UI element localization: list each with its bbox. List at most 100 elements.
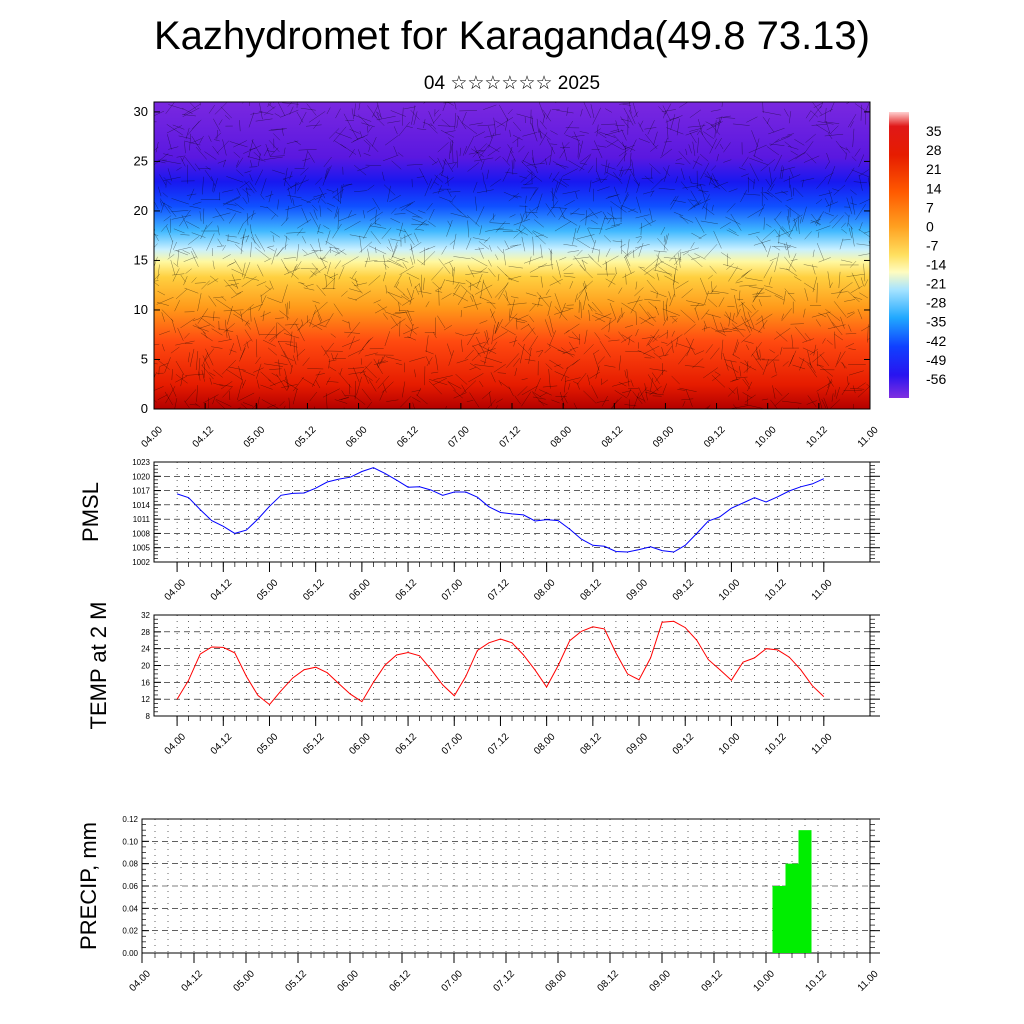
wind-barb	[335, 132, 352, 139]
wind-barb	[381, 227, 392, 240]
wind-barb	[474, 196, 477, 211]
wind-barb	[635, 281, 638, 290]
wind-barb	[158, 330, 170, 336]
wind-barb	[256, 281, 267, 286]
y-tick-label: 0.02	[122, 927, 138, 936]
wind-barb	[154, 281, 160, 287]
wind-barb	[339, 368, 343, 375]
wind-barb	[644, 263, 660, 275]
wind-barb	[280, 354, 294, 361]
wind-barb	[340, 144, 357, 155]
wind-barb	[165, 386, 176, 404]
wind-barb	[831, 291, 848, 294]
wind-barb	[662, 308, 680, 316]
wind-barb	[532, 396, 546, 400]
wind-barb	[184, 332, 190, 339]
wind-barb	[461, 111, 467, 123]
wind-barb	[756, 287, 765, 297]
y-axis-label: PRECIP, mm	[76, 822, 101, 950]
wind-barb	[576, 383, 580, 390]
precip-bar	[772, 886, 786, 953]
wind-barb	[239, 180, 250, 189]
wind-barb	[260, 194, 265, 200]
wind-barb	[503, 249, 506, 266]
wind-barb	[710, 347, 720, 360]
wind-barb	[438, 258, 451, 274]
wind-barb	[348, 321, 351, 330]
wind-barb	[431, 161, 439, 166]
wind-barb	[523, 256, 543, 264]
wind-barb	[850, 189, 857, 195]
wind-barb	[487, 144, 500, 153]
wind-barb	[772, 385, 776, 399]
wind-barb	[605, 278, 616, 285]
wind-barb	[447, 380, 457, 391]
wind-barb	[373, 358, 383, 375]
wind-barb	[283, 177, 292, 189]
wind-barb	[500, 326, 516, 336]
x-tick-label: 09.00	[651, 424, 677, 450]
wind-barb	[633, 179, 640, 187]
wind-barb	[444, 158, 454, 173]
wind-barb	[394, 213, 406, 215]
wind-barb	[199, 135, 204, 144]
wind-barb	[770, 138, 780, 147]
wind-barb	[189, 133, 191, 151]
wind-barb	[213, 118, 221, 132]
wind-barb	[572, 228, 577, 245]
wind-barb	[678, 349, 690, 365]
wind-barb	[632, 249, 635, 259]
wind-barb	[401, 233, 412, 239]
colorbar-label: -7	[926, 237, 939, 253]
wind-barb	[244, 320, 250, 326]
wind-barb	[624, 145, 627, 162]
wind-barb	[433, 375, 453, 380]
wind-barb	[435, 354, 439, 371]
wind-barb	[505, 117, 508, 131]
wind-barb	[344, 184, 353, 186]
wind-barb	[518, 229, 523, 235]
wind-barb	[246, 187, 250, 203]
x-tick-label: 04.00	[139, 424, 165, 450]
wind-barb	[732, 378, 739, 381]
wind-barb	[622, 145, 635, 151]
wind-barb	[311, 263, 321, 274]
wind-barb	[253, 152, 263, 161]
y-tick-label: 1014	[132, 501, 150, 510]
wind-barb	[294, 181, 297, 195]
wind-barb	[691, 256, 700, 260]
wind-barb	[229, 391, 231, 400]
wind-barb	[864, 279, 869, 287]
wind-barb	[513, 218, 531, 226]
wind-barb	[225, 283, 239, 287]
wind-barb	[644, 383, 648, 401]
wind-barb	[705, 313, 721, 318]
wind-barb	[581, 259, 587, 271]
wind-barb	[217, 225, 220, 236]
wind-barb	[788, 253, 797, 269]
y-tick-label: 15	[134, 252, 148, 267]
wind-barb	[509, 308, 511, 321]
wind-barb	[447, 175, 449, 186]
wind-barb	[174, 300, 180, 312]
wind-barb	[190, 251, 199, 267]
wind-barb	[172, 124, 185, 130]
wind-barb	[292, 388, 298, 405]
wind-barb	[781, 226, 790, 236]
wind-barb	[605, 194, 620, 199]
wind-barb	[751, 130, 759, 148]
wind-barb	[654, 261, 664, 266]
wind-barb	[413, 111, 418, 125]
wind-barb	[601, 379, 609, 385]
x-tick-label: 08.00	[532, 577, 558, 603]
wind-barb	[315, 380, 321, 389]
wind-barb	[493, 331, 508, 341]
wind-barb	[201, 316, 221, 319]
x-tick-label: 07.00	[439, 968, 465, 994]
wind-barb	[827, 380, 831, 388]
wind-barb	[776, 331, 788, 342]
wind-barb	[671, 375, 680, 385]
wind-barb	[638, 387, 648, 398]
wind-barb	[363, 139, 371, 146]
wind-barb	[429, 175, 438, 190]
